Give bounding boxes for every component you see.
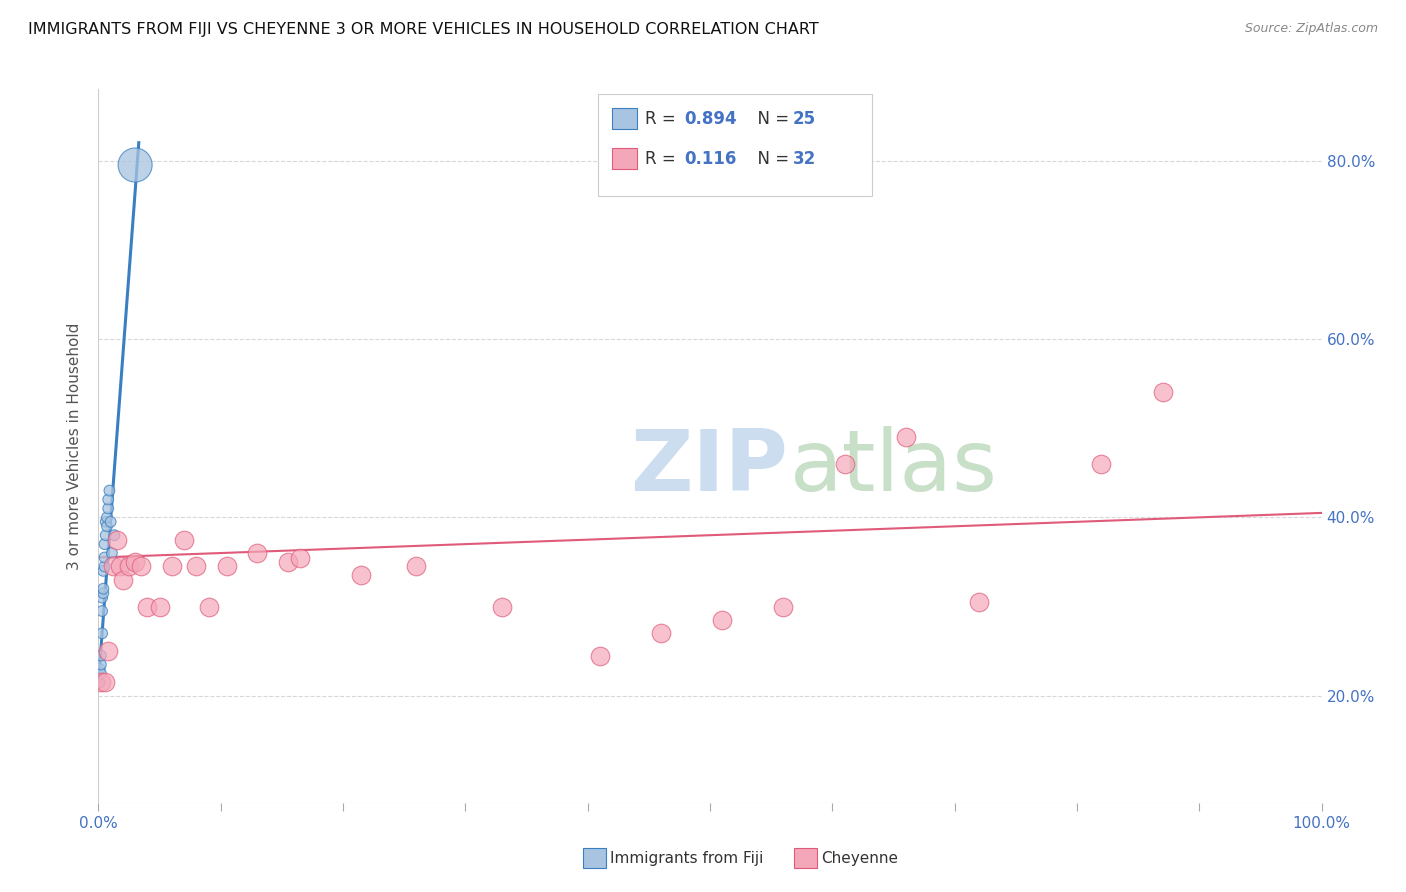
Point	[277, 555, 299, 569]
Text: IMMIGRANTS FROM FIJI VS CHEYENNE 3 OR MORE VEHICLES IN HOUSEHOLD CORRELATION CHA: IMMIGRANTS FROM FIJI VS CHEYENNE 3 OR MO…	[28, 22, 818, 37]
Point	[90, 648, 112, 663]
Point	[105, 533, 128, 547]
Text: Cheyenne: Cheyenne	[821, 851, 898, 865]
Point	[93, 537, 115, 551]
Text: R =: R =	[645, 150, 686, 168]
Point	[97, 644, 120, 658]
Point	[91, 626, 114, 640]
Point	[94, 515, 117, 529]
Point	[589, 648, 612, 663]
Point	[90, 675, 112, 690]
Point	[1152, 385, 1174, 400]
Text: 0.116: 0.116	[685, 150, 737, 168]
Point	[97, 501, 120, 516]
Point	[89, 662, 111, 676]
Point	[91, 591, 114, 605]
Point	[96, 510, 118, 524]
Point	[711, 613, 734, 627]
Point	[967, 595, 990, 609]
Point	[90, 666, 112, 681]
Point	[215, 559, 238, 574]
Point	[246, 546, 269, 560]
Point	[100, 515, 122, 529]
Point	[186, 559, 208, 574]
Point	[110, 559, 132, 574]
Point	[129, 559, 152, 574]
Point	[136, 599, 159, 614]
Point	[103, 528, 125, 542]
Text: 32: 32	[793, 150, 817, 168]
Point	[1090, 457, 1112, 471]
Y-axis label: 3 or more Vehicles in Household: 3 or more Vehicles in Household	[67, 322, 83, 570]
Point	[94, 528, 117, 542]
Text: R =: R =	[645, 110, 682, 128]
Point	[118, 559, 141, 574]
Point	[149, 599, 172, 614]
Point	[111, 573, 134, 587]
Point	[772, 599, 794, 614]
Point	[405, 559, 427, 574]
Point	[91, 564, 114, 578]
Text: N =: N =	[747, 150, 794, 168]
Point	[90, 657, 112, 672]
Point	[101, 559, 124, 574]
Point	[93, 550, 115, 565]
Point	[834, 457, 856, 471]
Point	[491, 599, 513, 614]
Point	[173, 533, 195, 547]
Point	[91, 604, 114, 618]
Point	[290, 550, 312, 565]
Point	[93, 675, 115, 690]
Text: atlas: atlas	[790, 425, 997, 509]
Point	[97, 492, 120, 507]
Text: Source: ZipAtlas.com: Source: ZipAtlas.com	[1244, 22, 1378, 36]
Point	[197, 599, 219, 614]
Point	[98, 483, 121, 498]
Point	[894, 430, 917, 444]
Text: 25: 25	[793, 110, 815, 128]
Text: 0.894: 0.894	[685, 110, 737, 128]
Point	[160, 559, 183, 574]
Point	[650, 626, 672, 640]
Point	[96, 519, 118, 533]
Point	[124, 158, 146, 172]
Text: Immigrants from Fiji: Immigrants from Fiji	[610, 851, 763, 865]
Point	[91, 586, 114, 600]
Point	[93, 559, 115, 574]
Point	[89, 675, 111, 690]
Point	[91, 582, 114, 596]
Text: N =: N =	[747, 110, 794, 128]
Point	[124, 555, 146, 569]
Point	[350, 568, 373, 582]
Point	[101, 546, 124, 560]
Text: ZIP: ZIP	[630, 425, 789, 509]
